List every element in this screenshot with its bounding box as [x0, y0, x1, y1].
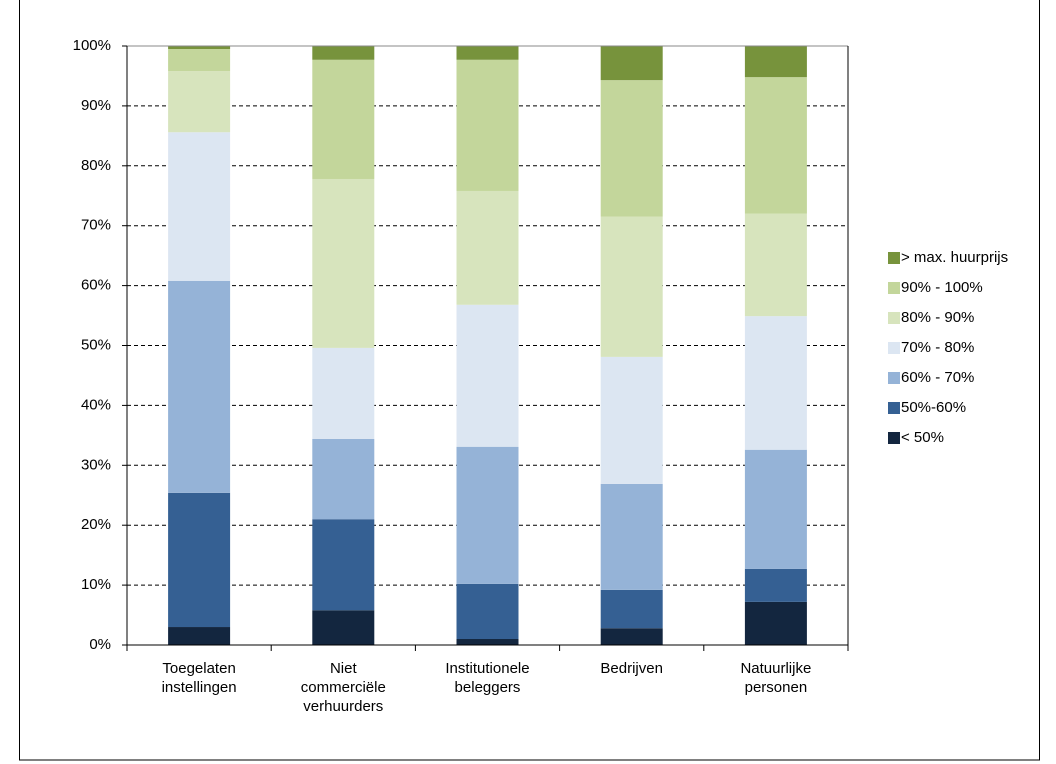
y-tick-label: 30%: [81, 456, 111, 473]
bar-segment: [600, 216, 663, 357]
bar-segment: [312, 59, 375, 179]
y-tick-label: 40%: [81, 396, 111, 413]
bar-segment: [456, 190, 519, 305]
bar-segment: [744, 316, 807, 450]
legend-swatch: [888, 282, 900, 294]
bar-segment: [600, 356, 663, 484]
bar-segment: [456, 446, 519, 584]
legend-swatch: [888, 372, 900, 384]
bar-segment: [312, 178, 375, 348]
bar-segment: [744, 449, 807, 569]
y-tick-label: 10%: [81, 576, 111, 593]
bar-segment: [600, 628, 663, 645]
bar-segment: [168, 280, 231, 493]
legend-swatch: [888, 432, 900, 444]
bar-segment: [600, 483, 663, 590]
chart-frame: [19, 0, 1040, 761]
legend-swatch: [888, 312, 900, 324]
legend-label: 50%-60%: [901, 399, 966, 416]
legend-swatch: [888, 342, 900, 354]
y-tick-label: 50%: [81, 336, 111, 353]
bar-segment: [168, 132, 231, 281]
x-tick-label: Toegelaten instellingen: [161, 660, 237, 696]
legend-label: 70% - 80%: [901, 339, 974, 356]
bar-segment: [744, 568, 807, 602]
y-tick-label: 90%: [81, 97, 111, 114]
bar-segment: [312, 610, 375, 645]
y-tick-label: 0%: [89, 636, 111, 653]
bar-segment: [168, 492, 231, 628]
x-tick-label: Niet commerciële verhuurders: [300, 660, 386, 715]
bar-segment: [744, 601, 807, 645]
bar-segment: [456, 583, 519, 640]
legend-swatch: [888, 252, 900, 264]
x-tick-label: Natuurlijke personen: [740, 660, 812, 696]
bar-segment: [744, 46, 807, 78]
bar-segment: [312, 46, 375, 60]
bar-segment: [600, 589, 663, 629]
bar-segment: [456, 639, 519, 645]
legend-swatch: [888, 402, 900, 414]
bar-segment: [600, 80, 663, 217]
y-tick-label: 60%: [81, 277, 111, 294]
legend-label: > max. huurprijs: [901, 249, 1008, 266]
x-tick-label: Institutionele beleggers: [445, 660, 530, 696]
bar-segment: [456, 46, 519, 60]
legend-label: < 50%: [901, 429, 944, 446]
bar-segment: [312, 347, 375, 439]
y-tick-label: 70%: [81, 217, 111, 234]
bar-segment: [744, 213, 807, 317]
bar-segment: [168, 48, 231, 72]
bar-segment: [600, 46, 663, 81]
bar-segment: [168, 627, 231, 645]
legend-label: 90% - 100%: [901, 279, 983, 296]
bar-segment: [312, 519, 375, 611]
bar-segment: [312, 438, 375, 520]
legend-label: 60% - 70%: [901, 369, 974, 386]
bar-segment: [456, 304, 519, 447]
x-tick-label: Bedrijven: [600, 660, 663, 677]
bar-segment: [168, 46, 231, 49]
y-tick-label: 100%: [73, 37, 111, 54]
legend-label: 80% - 90%: [901, 309, 974, 326]
y-tick-label: 80%: [81, 157, 111, 174]
bar-segment: [168, 71, 231, 133]
y-tick-label: 20%: [81, 516, 111, 533]
bar-segment: [456, 59, 519, 191]
bar-segment: [744, 77, 807, 214]
